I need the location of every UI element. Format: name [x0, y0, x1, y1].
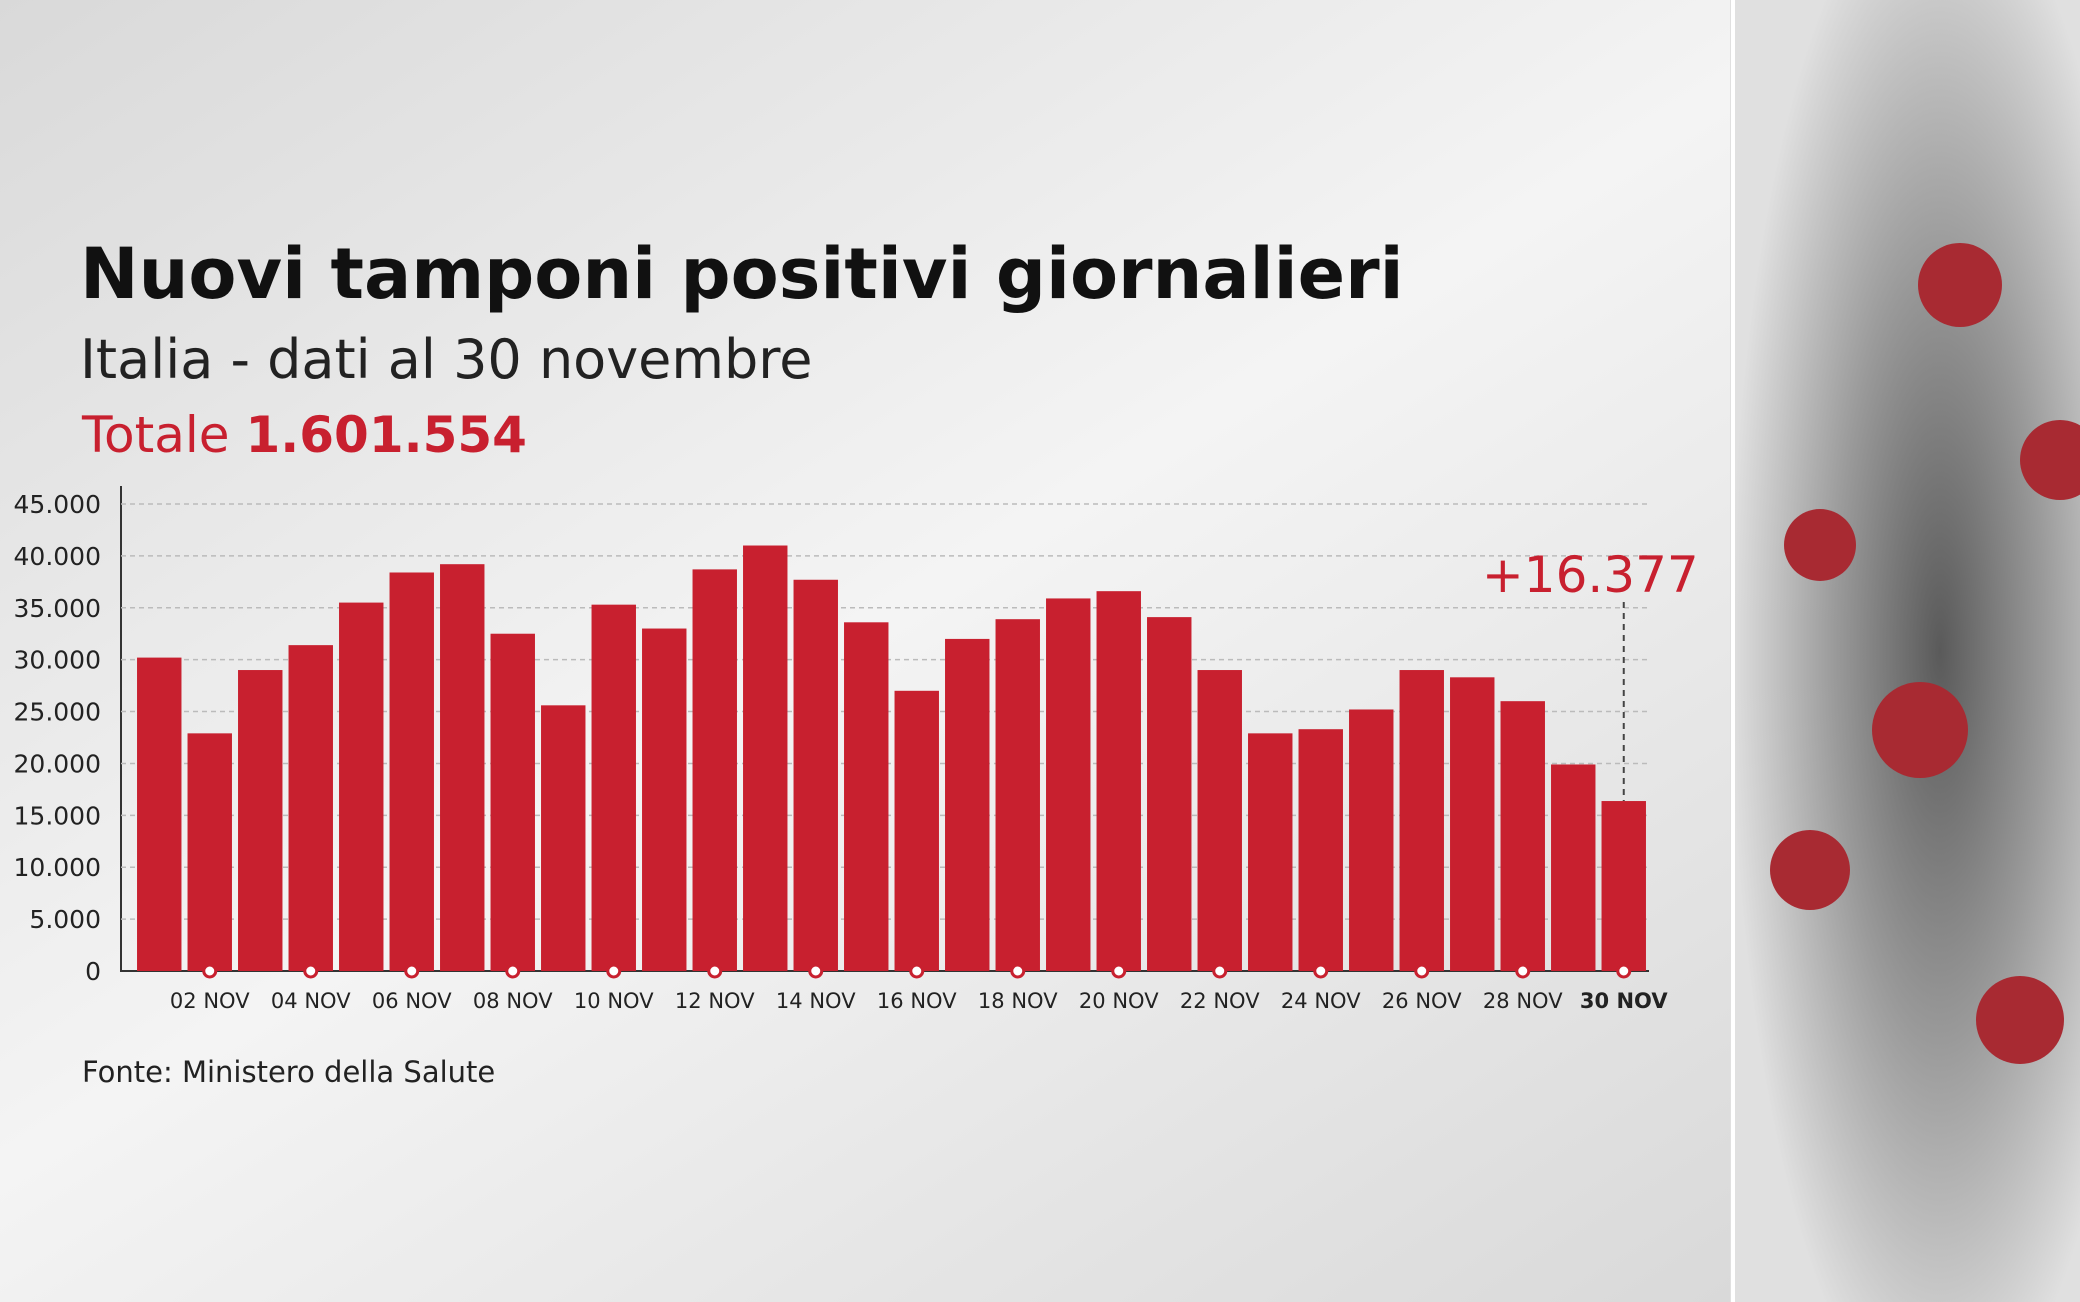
- x-tick-label: 28 NOV: [1483, 989, 1563, 1013]
- bar: [844, 622, 889, 971]
- spike: [1872, 682, 1968, 778]
- bar: [591, 604, 636, 971]
- y-tick-label: 5.000: [29, 905, 101, 934]
- bar: [541, 705, 586, 971]
- x-tick-label: 06 NOV: [372, 989, 452, 1013]
- tick-dot: [303, 963, 319, 979]
- chart-title: Nuovi tamponi positivi giornalieri: [80, 233, 1404, 315]
- tick-dot: [808, 963, 824, 979]
- bar: [187, 733, 232, 971]
- y-tick-label: 35.000: [14, 594, 101, 623]
- bar: [1399, 670, 1444, 971]
- bar: [692, 569, 737, 971]
- tick-dot: [1515, 963, 1531, 979]
- x-tick-label: 30 NOV: [1580, 989, 1668, 1013]
- bar: [238, 670, 283, 971]
- bar: [945, 638, 990, 971]
- x-tick-label: 14 NOV: [776, 989, 856, 1013]
- tick-dot: [909, 963, 925, 979]
- x-tick-label: 18 NOV: [978, 989, 1058, 1013]
- tick-dot: [1414, 963, 1430, 979]
- bar: [995, 619, 1040, 971]
- spike: [1770, 830, 1850, 910]
- tick-dot: [202, 963, 218, 979]
- bar: [1197, 670, 1242, 971]
- tick-dot: [707, 963, 723, 979]
- y-tick-label: 15.000: [14, 801, 101, 830]
- tick-dot: [1616, 963, 1632, 979]
- tick-dot: [404, 963, 420, 979]
- y-tick-label: 0: [85, 957, 101, 986]
- bar: [1096, 591, 1141, 971]
- x-tick-label: 12 NOV: [675, 989, 755, 1013]
- bar: [642, 628, 687, 971]
- bar: [1046, 598, 1091, 971]
- spike: [1918, 243, 2002, 327]
- value-label: +16.377: [1482, 546, 1699, 604]
- x-tick-label: 20 NOV: [1079, 989, 1159, 1013]
- y-tick-label: 20.000: [14, 749, 101, 778]
- bar: [1349, 709, 1394, 971]
- bar: [288, 645, 333, 971]
- spike: [1976, 976, 2064, 1064]
- tick-dot: [606, 963, 622, 979]
- y-tick-label: 25.000: [14, 698, 101, 727]
- total-value: 1.601.554: [245, 406, 527, 464]
- y-tick-label: 10.000: [14, 853, 101, 882]
- bar: [743, 545, 788, 971]
- x-tick-label: 02 NOV: [170, 989, 250, 1013]
- y-tick-label: 30.000: [14, 646, 101, 675]
- chart-subtitle: Italia - dati al 30 novembre: [80, 328, 813, 391]
- y-tick-label: 40.000: [14, 542, 101, 571]
- bar: [894, 690, 939, 971]
- bar: [1551, 764, 1596, 971]
- bar: [1601, 801, 1646, 971]
- virus-image: [1730, 0, 2080, 1302]
- bar: [440, 564, 485, 971]
- total: Totale 1.601.554: [81, 406, 527, 464]
- bar: [1450, 677, 1495, 971]
- bar: [1500, 701, 1545, 971]
- x-tick-label: 26 NOV: [1382, 989, 1462, 1013]
- x-tick-label: 04 NOV: [271, 989, 351, 1013]
- tick-dot: [1010, 963, 1026, 979]
- x-tick-label: 24 NOV: [1281, 989, 1361, 1013]
- spike: [1784, 509, 1856, 581]
- tick-dot: [1212, 963, 1228, 979]
- source: Fonte: Ministero della Salute: [82, 1055, 495, 1089]
- spike: [2020, 420, 2080, 500]
- tick-dot: [1111, 963, 1127, 979]
- total-label: Totale: [81, 406, 230, 464]
- bar: [1298, 729, 1343, 971]
- y-tick-label: 45.000: [14, 490, 101, 519]
- x-tick-label: 22 NOV: [1180, 989, 1260, 1013]
- virus-spikes: [1770, 243, 2080, 1064]
- x-tick-label: 10 NOV: [574, 989, 654, 1013]
- bar: [793, 579, 838, 971]
- tick-dot: [1313, 963, 1329, 979]
- bar: [339, 602, 384, 971]
- bar: [490, 633, 535, 971]
- tick-dot: [505, 963, 521, 979]
- bar: [137, 657, 182, 971]
- bar: [1147, 617, 1192, 971]
- bar: [1248, 733, 1293, 971]
- bar: [389, 572, 434, 971]
- x-tick-label: 08 NOV: [473, 989, 553, 1013]
- x-tick-label: 16 NOV: [877, 989, 957, 1013]
